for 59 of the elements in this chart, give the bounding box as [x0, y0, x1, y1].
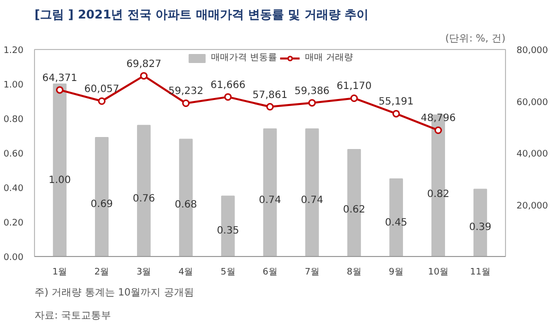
data-label: 0.74 [300, 195, 324, 206]
point [56, 86, 64, 94]
y-tick-label: 0.00 [3, 253, 24, 263]
point [182, 99, 190, 107]
data-label: 0.74 [258, 195, 282, 206]
y-tick-label: 0.60 [3, 150, 24, 160]
data-label: 64,371 [42, 72, 78, 84]
point [98, 97, 106, 105]
data-label: 48,796 [420, 113, 456, 124]
data-label: 0.68 [174, 200, 198, 211]
data-label: 0.76 [132, 194, 155, 205]
legend-label: 매매가격 변동률 [211, 52, 277, 64]
y2-tick-label: 20,000 [516, 201, 548, 212]
x-tick-label: 3월 [136, 268, 152, 278]
point [350, 94, 358, 102]
x-tick-label: 2월 [94, 268, 110, 278]
x-tick-label: 6월 [262, 268, 278, 278]
data-label: 59,232 [168, 86, 204, 98]
point [140, 72, 148, 80]
data-label: 0.62 [342, 204, 366, 216]
y-tick-label: 1.00 [3, 80, 24, 90]
x-tick-label: 7월 [304, 268, 320, 278]
chart-title: [그림 ] 2021년 전국 아파트 매매가격 변동률 및 거래량 추이 [34, 8, 368, 22]
x-tick-label: 1월 [52, 268, 68, 278]
data-label: 1.00 [48, 174, 71, 186]
point [224, 93, 232, 101]
y2-tick-label: 40,000 [516, 150, 548, 160]
y2-tick-label: 60,000 [516, 98, 548, 108]
x-tick-label: 10월 [428, 268, 448, 278]
text: 자료: 국토교통부 [34, 310, 112, 322]
text: 주) 거래량 통계는 10월까지 공개됨 [34, 288, 194, 298]
data-label: 0.82 [427, 188, 450, 200]
data-label: 69,827 [126, 58, 162, 70]
x-tick-label: 9월 [388, 268, 404, 278]
y-tick-label: 0.40 [3, 184, 24, 194]
data-label: 0.69 [90, 198, 113, 210]
y-tick-label: 1.20 [3, 46, 24, 56]
point [392, 110, 400, 118]
data-label: 57,861 [252, 90, 288, 101]
data-label: 61,170 [336, 81, 372, 92]
data-label: 0.39 [469, 222, 492, 234]
x-tick-label: 5월 [220, 268, 236, 278]
y-tick-label: 0.80 [3, 115, 24, 125]
legend-label: 매매 거래량 [305, 52, 353, 64]
data-label: 61,666 [210, 80, 246, 91]
chart-subtitle: (단위: %, 건) [445, 34, 506, 44]
data-label: 0.45 [385, 218, 408, 229]
data-label: 55,191 [378, 96, 414, 108]
data-label: 0.35 [216, 225, 240, 236]
x-tick-label: 8월 [346, 268, 362, 278]
x-tick-label: 4월 [178, 268, 194, 278]
point [308, 99, 316, 107]
data-label: 60,057 [84, 84, 120, 96]
point [266, 103, 274, 111]
data-label: 59,386 [294, 86, 330, 97]
x-tick-label: 11월 [470, 268, 490, 278]
y-tick-label: 0.20 [3, 218, 24, 228]
y2-tick-label: 80,000 [516, 46, 548, 56]
point [434, 126, 442, 134]
